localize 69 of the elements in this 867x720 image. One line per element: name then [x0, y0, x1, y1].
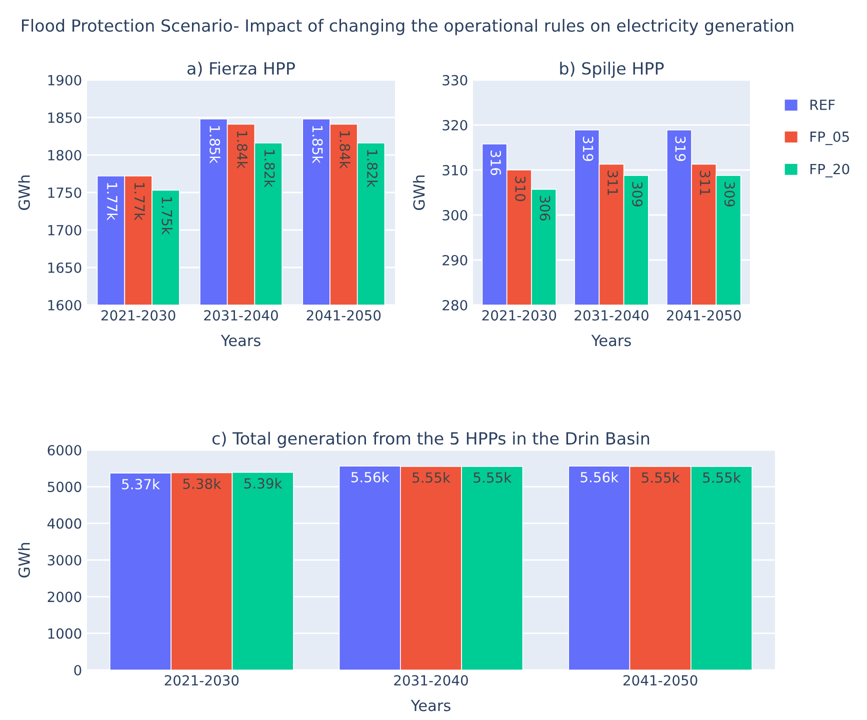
y-tick-label: 310 — [442, 164, 468, 176]
data-label: 311 — [607, 170, 618, 195]
data-label: 5.56k — [351, 472, 390, 482]
chart-title: a) Fierza HPP — [187, 62, 295, 77]
data-label: 309 — [632, 182, 643, 206]
x-tick-label: 2021-2030 — [164, 675, 239, 686]
y-tick-label: 1850 — [48, 112, 82, 123]
chart-title: b) Spilje HPP — [560, 62, 664, 78]
y-tick-label: 290 — [442, 254, 468, 266]
x-axis-title: Years — [410, 700, 450, 712]
x-tick-label: 2021-2030 — [482, 310, 556, 321]
y-axis-title: GWh — [412, 175, 425, 210]
y-tick-label: 280 — [442, 300, 468, 310]
data-label: 310 — [515, 176, 526, 202]
legend-label: REF — [810, 100, 835, 110]
y-tick-label: 1800 — [48, 150, 82, 160]
chart-title: c) Total generation from the 5 HPPs in the Drin Basin — [212, 432, 650, 448]
data-label: 1.82k — [367, 150, 378, 188]
data-label: 5.55k — [474, 472, 512, 483]
y-tick-label: 330 — [442, 74, 468, 86]
x-tick-label: 2021-2030 — [102, 310, 176, 321]
data-label: 1.77k — [107, 183, 118, 220]
y-tick-label: 320 — [442, 120, 468, 130]
data-label: 1.77k — [134, 183, 146, 220]
data-label: 1.84k — [236, 131, 248, 169]
x-tick-label: 2041-2050 — [306, 310, 381, 321]
x-tick-label: 2031-2040 — [574, 310, 648, 321]
data-label: 5.39k — [244, 478, 282, 489]
data-label: 1.82k — [264, 150, 276, 188]
x-tick-label: 2031-2040 — [394, 675, 468, 686]
x-tick-label: 2041-2050 — [624, 675, 698, 686]
data-label: 5.56k — [580, 472, 619, 482]
x-tick-label: 2031-2040 — [204, 310, 278, 321]
data-label: 1.85k — [210, 126, 220, 164]
data-label: 5.55k — [703, 472, 741, 483]
y-tick-label: 1000 — [48, 628, 82, 639]
y-tick-label: 6000 — [48, 444, 82, 456]
data-label: 5.37k — [122, 478, 160, 490]
legend-label: FP_20 — [810, 164, 850, 178]
y-tick-label: 1650 — [48, 262, 82, 273]
data-label: 1.75k — [162, 197, 172, 235]
y-axis-title: GWh — [18, 175, 30, 210]
data-label: 5.55k — [412, 472, 450, 483]
y-tick-label: 0 — [74, 664, 82, 676]
data-label: 1.85k — [312, 126, 324, 164]
legend-label: FP_05 — [810, 131, 849, 146]
y-tick-label: 300 — [442, 210, 468, 220]
y-axis-title: GWh — [18, 542, 30, 578]
y-tick-label: 5000 — [48, 482, 82, 492]
y-tick-label: 4000 — [47, 518, 82, 529]
y-tick-label: 3000 — [48, 554, 82, 566]
data-label: 319 — [675, 136, 686, 162]
y-tick-label: 1600 — [48, 300, 82, 310]
data-label: 306 — [540, 196, 550, 221]
x-tick-label: 2041-2050 — [667, 310, 741, 321]
data-label: 319 — [582, 136, 594, 162]
data-label: 311 — [700, 170, 710, 195]
data-label: 309 — [724, 182, 735, 206]
y-tick-label: 2000 — [48, 592, 82, 602]
data-label: 1.84k — [340, 131, 350, 169]
y-tick-label: 1900 — [48, 74, 82, 86]
x-axis-title: Years — [591, 334, 631, 346]
data-label: 316 — [490, 150, 502, 176]
data-label: 5.38k — [183, 478, 222, 490]
y-tick-label: 1750 — [48, 187, 82, 198]
data-label: 5.55k — [642, 472, 680, 483]
x-axis-title: Years — [220, 334, 260, 346]
text: Flood Protection Scenario- Impact of changing the operational rules on electricity generation — [22, 18, 794, 36]
y-tick-label: 1700 — [48, 224, 82, 236]
